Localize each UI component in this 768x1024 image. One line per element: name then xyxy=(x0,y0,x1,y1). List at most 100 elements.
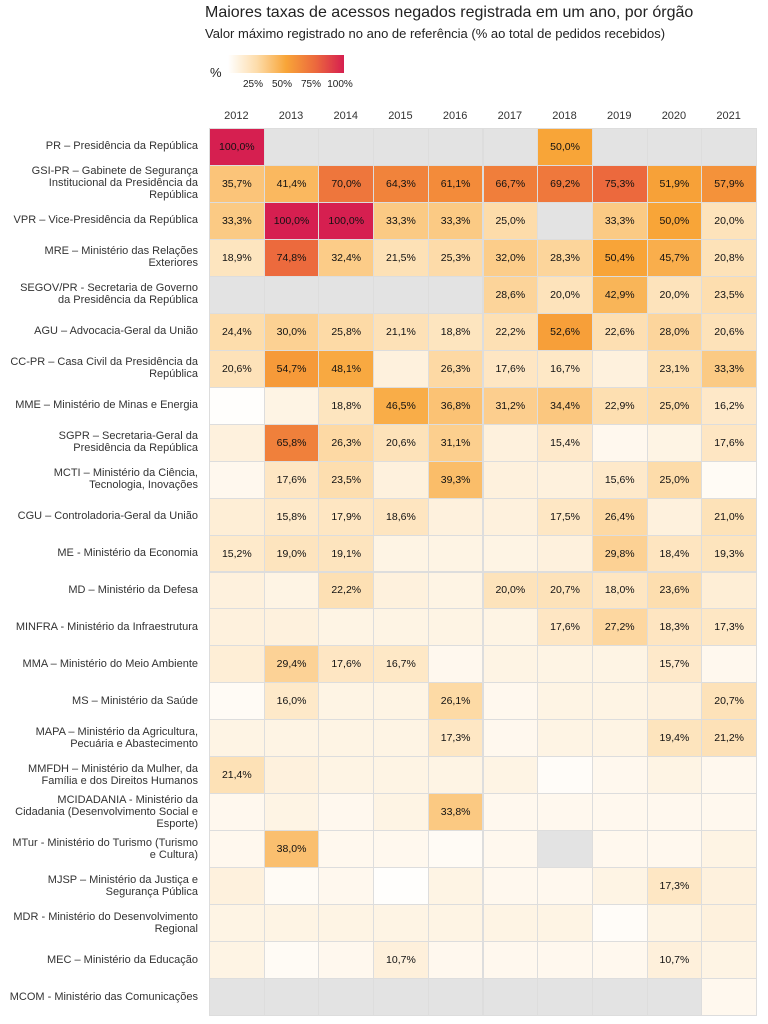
row-label: MCTI – Ministério da Ciência, Tecnologia… xyxy=(53,467,198,492)
cell-label: 29,4% xyxy=(276,658,307,671)
missing-cell xyxy=(318,275,375,314)
heatmap-cell: 22,9% xyxy=(591,386,648,425)
cell-label: 19,0% xyxy=(276,547,307,560)
cell-label: 25,0% xyxy=(659,473,690,486)
heatmap-cell: 50,0% xyxy=(537,128,593,166)
legend-tick-label: 75% xyxy=(300,79,322,90)
column-label: 2019 xyxy=(606,110,632,122)
cell-label: 15,6% xyxy=(604,473,635,486)
heatmap-cell: 18,3% xyxy=(646,608,703,647)
heatmap-cell: 28,3% xyxy=(537,238,593,277)
cell-label: 27,2% xyxy=(604,621,635,634)
cell-label: 48,1% xyxy=(331,362,362,375)
heatmap-cell: 22,2% xyxy=(482,312,539,351)
heatmap-cell xyxy=(701,460,757,499)
heatmap-cell: 100,0% xyxy=(209,128,265,166)
heatmap-cell: 45,7% xyxy=(646,238,703,277)
cell-label: 16,7% xyxy=(550,362,580,375)
heatmap-cell xyxy=(373,349,429,388)
heatmap-cell: 25,0% xyxy=(646,460,703,499)
cell-label: 15,7% xyxy=(659,658,690,671)
row-label: MDR - Ministério do Desenvolvimento Regi… xyxy=(13,910,198,935)
heatmap-cell: 74,8% xyxy=(263,238,320,277)
heatmap-cell xyxy=(209,423,265,462)
heatmap-cell: 33,3% xyxy=(209,201,265,240)
cell-label: 20,7% xyxy=(714,695,745,708)
heatmap-cell: 39,3% xyxy=(427,460,484,499)
heatmap-cell: 65,8% xyxy=(263,423,320,462)
heatmap-cell: 69,2% xyxy=(537,164,593,203)
heatmap-cell xyxy=(263,941,320,980)
cell-label: 21,5% xyxy=(386,251,416,264)
heatmap-cell xyxy=(701,756,757,795)
cell-label: 23,6% xyxy=(659,584,690,597)
heatmap-cell: 31,2% xyxy=(482,386,539,425)
cell-label: 23,5% xyxy=(331,473,362,486)
heatmap-cell: 19,3% xyxy=(701,534,757,573)
cell-label: 41,4% xyxy=(276,177,307,190)
cell-label: 46,5% xyxy=(386,399,416,412)
heatmap-cell xyxy=(537,867,593,906)
heatmap-cell: 18,0% xyxy=(591,571,648,610)
missing-cell xyxy=(263,128,320,166)
cell-label: 23,5% xyxy=(714,288,745,301)
cell-label: 17,6% xyxy=(714,436,745,449)
cell-label: 25,0% xyxy=(659,399,690,412)
heatmap-cell: 42,9% xyxy=(591,275,648,314)
cell-label: 20,8% xyxy=(714,251,745,264)
row-label: CC-PR – Casa Civil da Presidência da Rep… xyxy=(10,356,198,381)
heatmap-cell: 15,7% xyxy=(646,645,703,684)
heatmap-cell xyxy=(373,756,429,795)
heatmap-cell xyxy=(427,941,484,980)
heatmap-cell: 66,7% xyxy=(482,164,539,203)
cell-label: 54,7% xyxy=(276,362,307,375)
row-label: GSI-PR – Gabinete de Segurança Instituci… xyxy=(31,165,198,202)
cell-label: 32,0% xyxy=(495,251,526,264)
cell-label: 18,9% xyxy=(221,251,252,264)
heatmap-cell xyxy=(482,460,539,499)
legend-tick-label: 50% xyxy=(271,79,293,90)
heatmap-cell: 23,6% xyxy=(646,571,703,610)
heatmap-cell: 61,1% xyxy=(427,164,484,203)
cell-label: 31,1% xyxy=(440,436,471,449)
heatmap-cell: 33,3% xyxy=(591,201,648,240)
heatmap-cell xyxy=(537,645,593,684)
heatmap-cell xyxy=(537,941,593,980)
cell-label: 28,0% xyxy=(659,325,690,338)
cell-label: 26,4% xyxy=(604,510,635,523)
cell-label: 36,8% xyxy=(440,399,471,412)
heatmap-cell: 25,0% xyxy=(646,386,703,425)
heatmap-cell xyxy=(646,830,703,869)
cell-label: 23,1% xyxy=(659,362,690,375)
heatmap-cell: 15,6% xyxy=(591,460,648,499)
heatmap-cell: 50,0% xyxy=(646,201,703,240)
heatmap-cell xyxy=(646,904,703,943)
cell-label: 10,7% xyxy=(659,954,690,967)
legend-tick-label: 100% xyxy=(327,79,353,90)
heatmap-cell xyxy=(701,571,757,610)
missing-cell xyxy=(427,128,484,166)
heatmap-cell: 32,0% xyxy=(482,238,539,277)
heatmap-cell xyxy=(318,719,375,758)
heatmap-cell xyxy=(646,682,703,721)
cell-label: 15,4% xyxy=(550,436,580,449)
missing-cell xyxy=(427,978,484,1016)
heatmap-cell: 23,5% xyxy=(318,460,375,499)
cell-label: 33,3% xyxy=(604,214,635,227)
cell-label: 20,0% xyxy=(550,288,580,301)
heatmap-cell: 52,6% xyxy=(537,312,593,351)
cell-label: 17,6% xyxy=(331,658,362,671)
column-label: 2018 xyxy=(552,110,577,122)
missing-cell xyxy=(646,128,703,166)
heatmap-cell xyxy=(482,423,539,462)
cell-label: 17,3% xyxy=(659,880,690,893)
missing-cell xyxy=(537,830,593,869)
heatmap-cell xyxy=(427,608,484,647)
heatmap-cell xyxy=(482,645,539,684)
heatmap-cell: 21,5% xyxy=(373,238,429,277)
heatmap-cell: 25,8% xyxy=(318,312,375,351)
heatmap-cell: 18,9% xyxy=(209,238,265,277)
cell-label: 24,4% xyxy=(221,325,252,338)
row-label: PR – Presidência da República xyxy=(45,140,198,153)
cell-label: 18,8% xyxy=(440,325,471,338)
